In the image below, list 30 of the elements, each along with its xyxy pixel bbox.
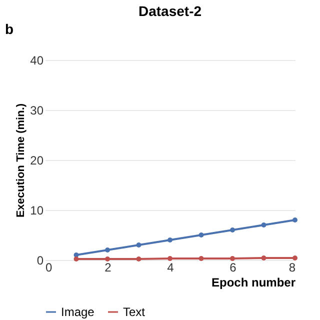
point <box>292 218 298 222</box>
point <box>74 256 79 262</box>
y-tick-label: 40 <box>30 54 44 68</box>
point <box>198 256 204 261</box>
point <box>136 256 142 262</box>
x-axis-title: Epoch number <box>211 276 296 290</box>
point <box>230 256 235 261</box>
text: b <box>5 21 14 37</box>
point <box>198 232 204 238</box>
y-axis-title: Execution Time (min.) <box>15 103 28 218</box>
point <box>168 238 172 242</box>
point <box>230 228 235 232</box>
point <box>292 256 298 260</box>
y-tick-label: 20 <box>30 154 44 168</box>
point <box>136 242 142 248</box>
point <box>105 248 110 252</box>
x-tick-label: 4 <box>167 260 174 274</box>
x-tick-label: 6 <box>230 260 237 274</box>
point <box>261 222 266 228</box>
point <box>261 256 266 260</box>
x-tick-label: 2 <box>104 260 112 274</box>
y-tick-label: 10 <box>30 204 44 218</box>
legend-label: Image <box>61 305 95 319</box>
x-tick-label: 0 <box>46 260 52 274</box>
point <box>105 256 110 262</box>
x-tick-label: 8 <box>288 260 296 274</box>
y-tick-label: 30 <box>30 104 44 118</box>
legend-label: Text <box>123 305 146 319</box>
chart-title: Dataset-2 <box>138 3 202 19</box>
point <box>168 256 172 261</box>
